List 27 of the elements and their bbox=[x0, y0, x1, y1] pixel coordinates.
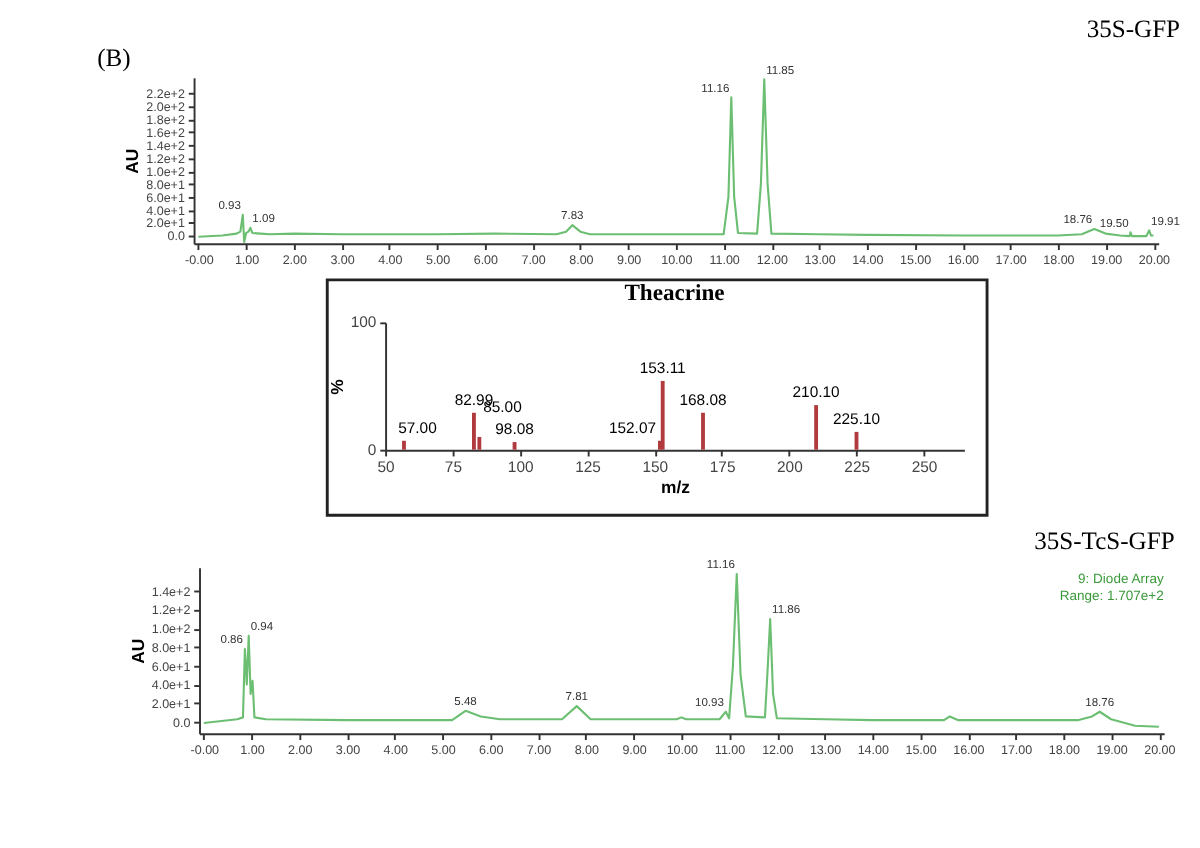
x-tick-label: 75 bbox=[444, 457, 462, 476]
chart-title: 35S-GFP bbox=[1086, 14, 1181, 43]
x-tick-label: 175 bbox=[709, 457, 736, 476]
text: (B) bbox=[97, 43, 131, 72]
y-axis-title: AU bbox=[122, 148, 143, 174]
x-tick-label: 250 bbox=[911, 457, 938, 476]
chart-title: 35S-TcS-GFP bbox=[1034, 526, 1175, 555]
annotation: 210.10 bbox=[792, 383, 840, 402]
annotation: 168.08 bbox=[679, 391, 727, 410]
annotation: 57.00 bbox=[398, 419, 437, 438]
line-series bbox=[197, 78, 1155, 244]
line-series bbox=[202, 572, 1160, 728]
annotation: 153.11 bbox=[639, 359, 686, 378]
annotation: 152.07 bbox=[608, 419, 657, 438]
y-axis-title: AU bbox=[127, 638, 148, 664]
x-tick-label: 125 bbox=[575, 457, 601, 476]
y-tick-label: 0 bbox=[367, 440, 377, 459]
y-axis-title: % bbox=[326, 378, 347, 395]
x-tick-label: 50 bbox=[377, 457, 395, 476]
x-axis-title: m/z bbox=[661, 477, 692, 498]
x-tick-label: 100 bbox=[507, 457, 534, 476]
x-tick-label: 225 bbox=[844, 457, 871, 476]
x-tick-label: 150 bbox=[642, 457, 669, 476]
annotation: 98.08 bbox=[495, 420, 534, 439]
chart-title: Theacrine bbox=[624, 279, 725, 306]
x-tick-label: 200 bbox=[777, 457, 803, 476]
annotation: 225.10 bbox=[832, 410, 881, 429]
